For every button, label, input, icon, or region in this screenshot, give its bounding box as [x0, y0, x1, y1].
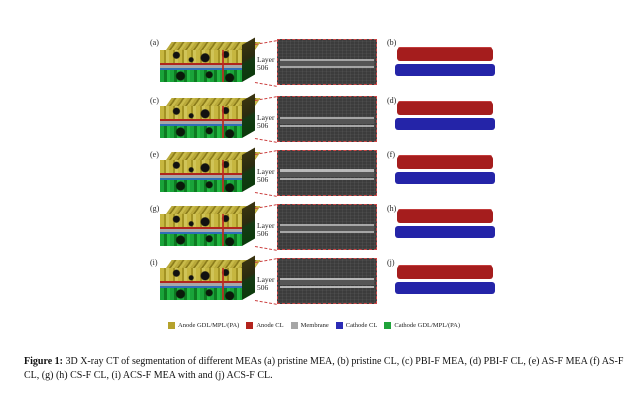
panel-label-b: (b) — [387, 38, 397, 47]
layer-label-g: Layer 506 — [257, 221, 275, 238]
legend-item-anode-gdl: Anode GDL/MPL/(PA) — [168, 322, 239, 329]
cl-segmentation-j — [395, 262, 495, 298]
mea-3d-block-g — [160, 201, 261, 246]
layer-label-a: Layer 506 — [257, 55, 275, 72]
figure-row-a-b: (a) Layer 506 (b) — [0, 34, 631, 88]
cl-segmentation-h — [395, 206, 495, 242]
legend: Anode GDL/MPL/(PA) Anode CL Membrane Cat… — [168, 322, 467, 329]
layer-label-e: Layer 506 — [257, 167, 275, 184]
swatch-anode-cl — [246, 322, 254, 329]
legend-item-membrane: Membrane — [290, 322, 329, 329]
mea-3d-block-a — [160, 37, 261, 82]
legend-item-cathode-gdl: Cathode GDL/MPL/(PA) — [384, 322, 460, 329]
legend-item-cathode-cl: Cathode CL — [335, 322, 377, 329]
swatch-cathode-cl — [335, 322, 343, 329]
layer-label-c: Layer 506 — [257, 113, 275, 130]
panel-label-j: (j) — [387, 258, 395, 267]
legend-item-anode-cl: Anode CL — [246, 322, 284, 329]
figure-row-c-d: (c) Layer 506 (d) — [0, 88, 631, 143]
ct-slice-e — [277, 150, 377, 196]
panel-label-i: (i) — [150, 258, 158, 267]
panel-label-d: (d) — [387, 96, 397, 105]
panel-label-f: (f) — [387, 150, 395, 159]
caption-prefix: Figure 1: — [24, 356, 63, 367]
mea-3d-block-e — [160, 147, 261, 192]
panel-label-c: (c) — [150, 96, 159, 105]
ct-slice-i — [277, 258, 377, 304]
layer-label-i: Layer 506 — [257, 275, 275, 292]
ct-slice-g — [277, 204, 377, 250]
figure-caption: Figure 1: 3D X-ray CT of segmentation of… — [24, 355, 624, 383]
swatch-cathode-gdl — [384, 322, 392, 329]
swatch-membrane — [290, 322, 298, 329]
figure-row-g-h: (g) Layer 506 (h) — [0, 196, 631, 251]
ct-slice-c — [277, 96, 377, 142]
mea-3d-block-c — [160, 93, 261, 138]
cl-segmentation-b — [395, 44, 495, 80]
cl-segmentation-f — [395, 152, 495, 188]
mea-3d-block-i — [160, 255, 261, 300]
figure-row-i-j: (i) Layer 506 (j) — [0, 250, 631, 305]
ct-slice-a — [277, 39, 377, 85]
panel-label-g: (g) — [150, 204, 160, 213]
caption-text: 3D X-ray CT of segmentation of different… — [24, 356, 624, 381]
figure-row-e-f: (e) Layer 506 (f) — [0, 142, 631, 197]
panel-label-a: (a) — [150, 38, 159, 47]
swatch-anode-gdl — [168, 322, 175, 329]
panel-label-e: (e) — [150, 150, 159, 159]
cl-segmentation-d — [395, 98, 495, 134]
panel-label-h: (h) — [387, 204, 397, 213]
